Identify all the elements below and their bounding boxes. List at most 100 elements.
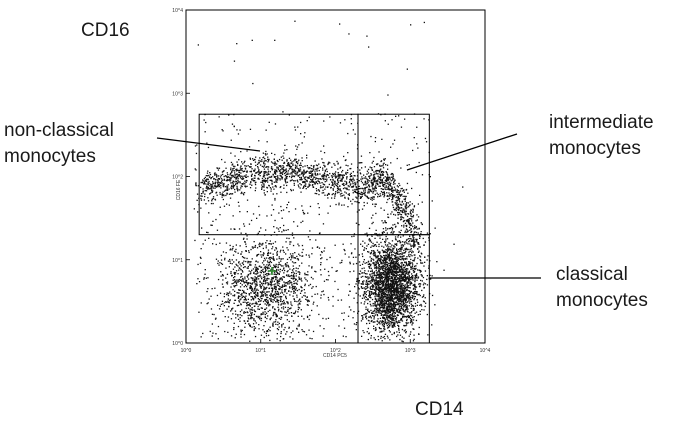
event-dot [264,313,267,316]
event-dot [263,276,266,278]
event-dot [246,302,248,304]
event-dot [371,245,373,247]
event-dot [394,246,396,248]
event-dot [381,299,383,301]
event-dot [260,181,262,183]
event-dot [387,247,389,249]
event-dot [378,270,380,273]
event-dot [402,268,404,270]
event-dot [253,309,255,311]
event-dot [392,281,394,283]
event-dot [251,168,253,170]
event-dot [365,248,367,250]
event-dot [379,258,381,260]
event-dot [230,169,232,171]
event-dot [402,303,404,305]
event-dot [374,251,376,254]
event-dot [379,281,382,284]
event-dot [393,284,395,286]
event-dot [386,274,388,276]
event-dot [292,320,295,322]
event-dot [392,303,394,305]
event-dot [273,188,275,190]
event-dot [293,274,295,276]
event-dot [398,278,401,280]
event-dot [249,158,252,160]
event-dot [259,316,261,318]
event-dot [276,227,278,229]
event-dot [370,259,372,261]
event-dot [241,256,244,258]
event-dot [299,292,302,294]
event-dot [212,176,214,178]
event-dot [332,173,334,175]
event-dot [394,312,396,314]
event-dot [397,271,399,273]
event-dot [242,192,244,195]
event-dot [290,188,292,191]
event-dot [374,244,376,246]
event-dot [273,273,275,275]
event-dot [256,288,258,290]
event-dot [396,296,398,298]
event-dot [311,267,313,269]
event-dot [407,285,409,287]
event-dot [386,245,388,247]
event-dot [387,265,389,267]
event-dot [256,272,258,274]
event-dot [293,292,295,294]
event-dot [272,277,274,279]
event-dot [385,235,387,238]
event-dot [292,170,294,172]
event-dot [369,288,372,290]
event-dot [334,173,336,176]
event-dot [263,279,265,281]
event-dot [349,181,351,183]
event-dot [283,276,285,278]
event-dot [393,331,395,334]
event-dot [237,163,239,166]
event-dot [247,301,249,303]
event-dot [287,281,289,283]
event-dot [277,266,279,268]
event-dot [414,288,416,291]
event-dot [277,304,280,306]
event-dot [380,335,382,338]
event-dot [218,178,220,180]
event-dot [367,278,369,280]
event-dot [392,318,395,320]
event-dot [419,271,421,273]
event-dot [412,296,414,298]
event-dot [375,278,377,280]
event-dot [293,257,295,259]
event-dot [280,210,283,212]
event-dot [407,308,409,310]
event-dot [232,254,235,256]
event-dot [250,248,252,251]
event-dot [315,271,317,273]
event-dot [376,307,378,310]
event-dot [371,273,373,275]
event-dot [409,261,411,263]
event-dot [277,168,280,170]
event-dot [292,253,294,255]
event-dot [369,275,371,277]
event-dot [280,310,282,312]
event-dot [253,170,255,172]
event-dot [373,282,376,284]
event-dot [401,313,403,315]
event-dot [258,243,260,246]
event-dot [264,288,266,290]
event-dot [268,328,270,331]
event-dot [327,279,329,281]
event-dot [371,191,373,193]
event-dot [381,263,383,265]
event-dot [409,296,412,298]
event-dot [241,284,243,286]
event-dot [362,255,364,258]
event-dot [406,265,409,267]
event-dot [384,256,386,258]
event-dot [374,279,376,282]
event-dot [228,179,230,181]
event-dot [263,260,265,262]
